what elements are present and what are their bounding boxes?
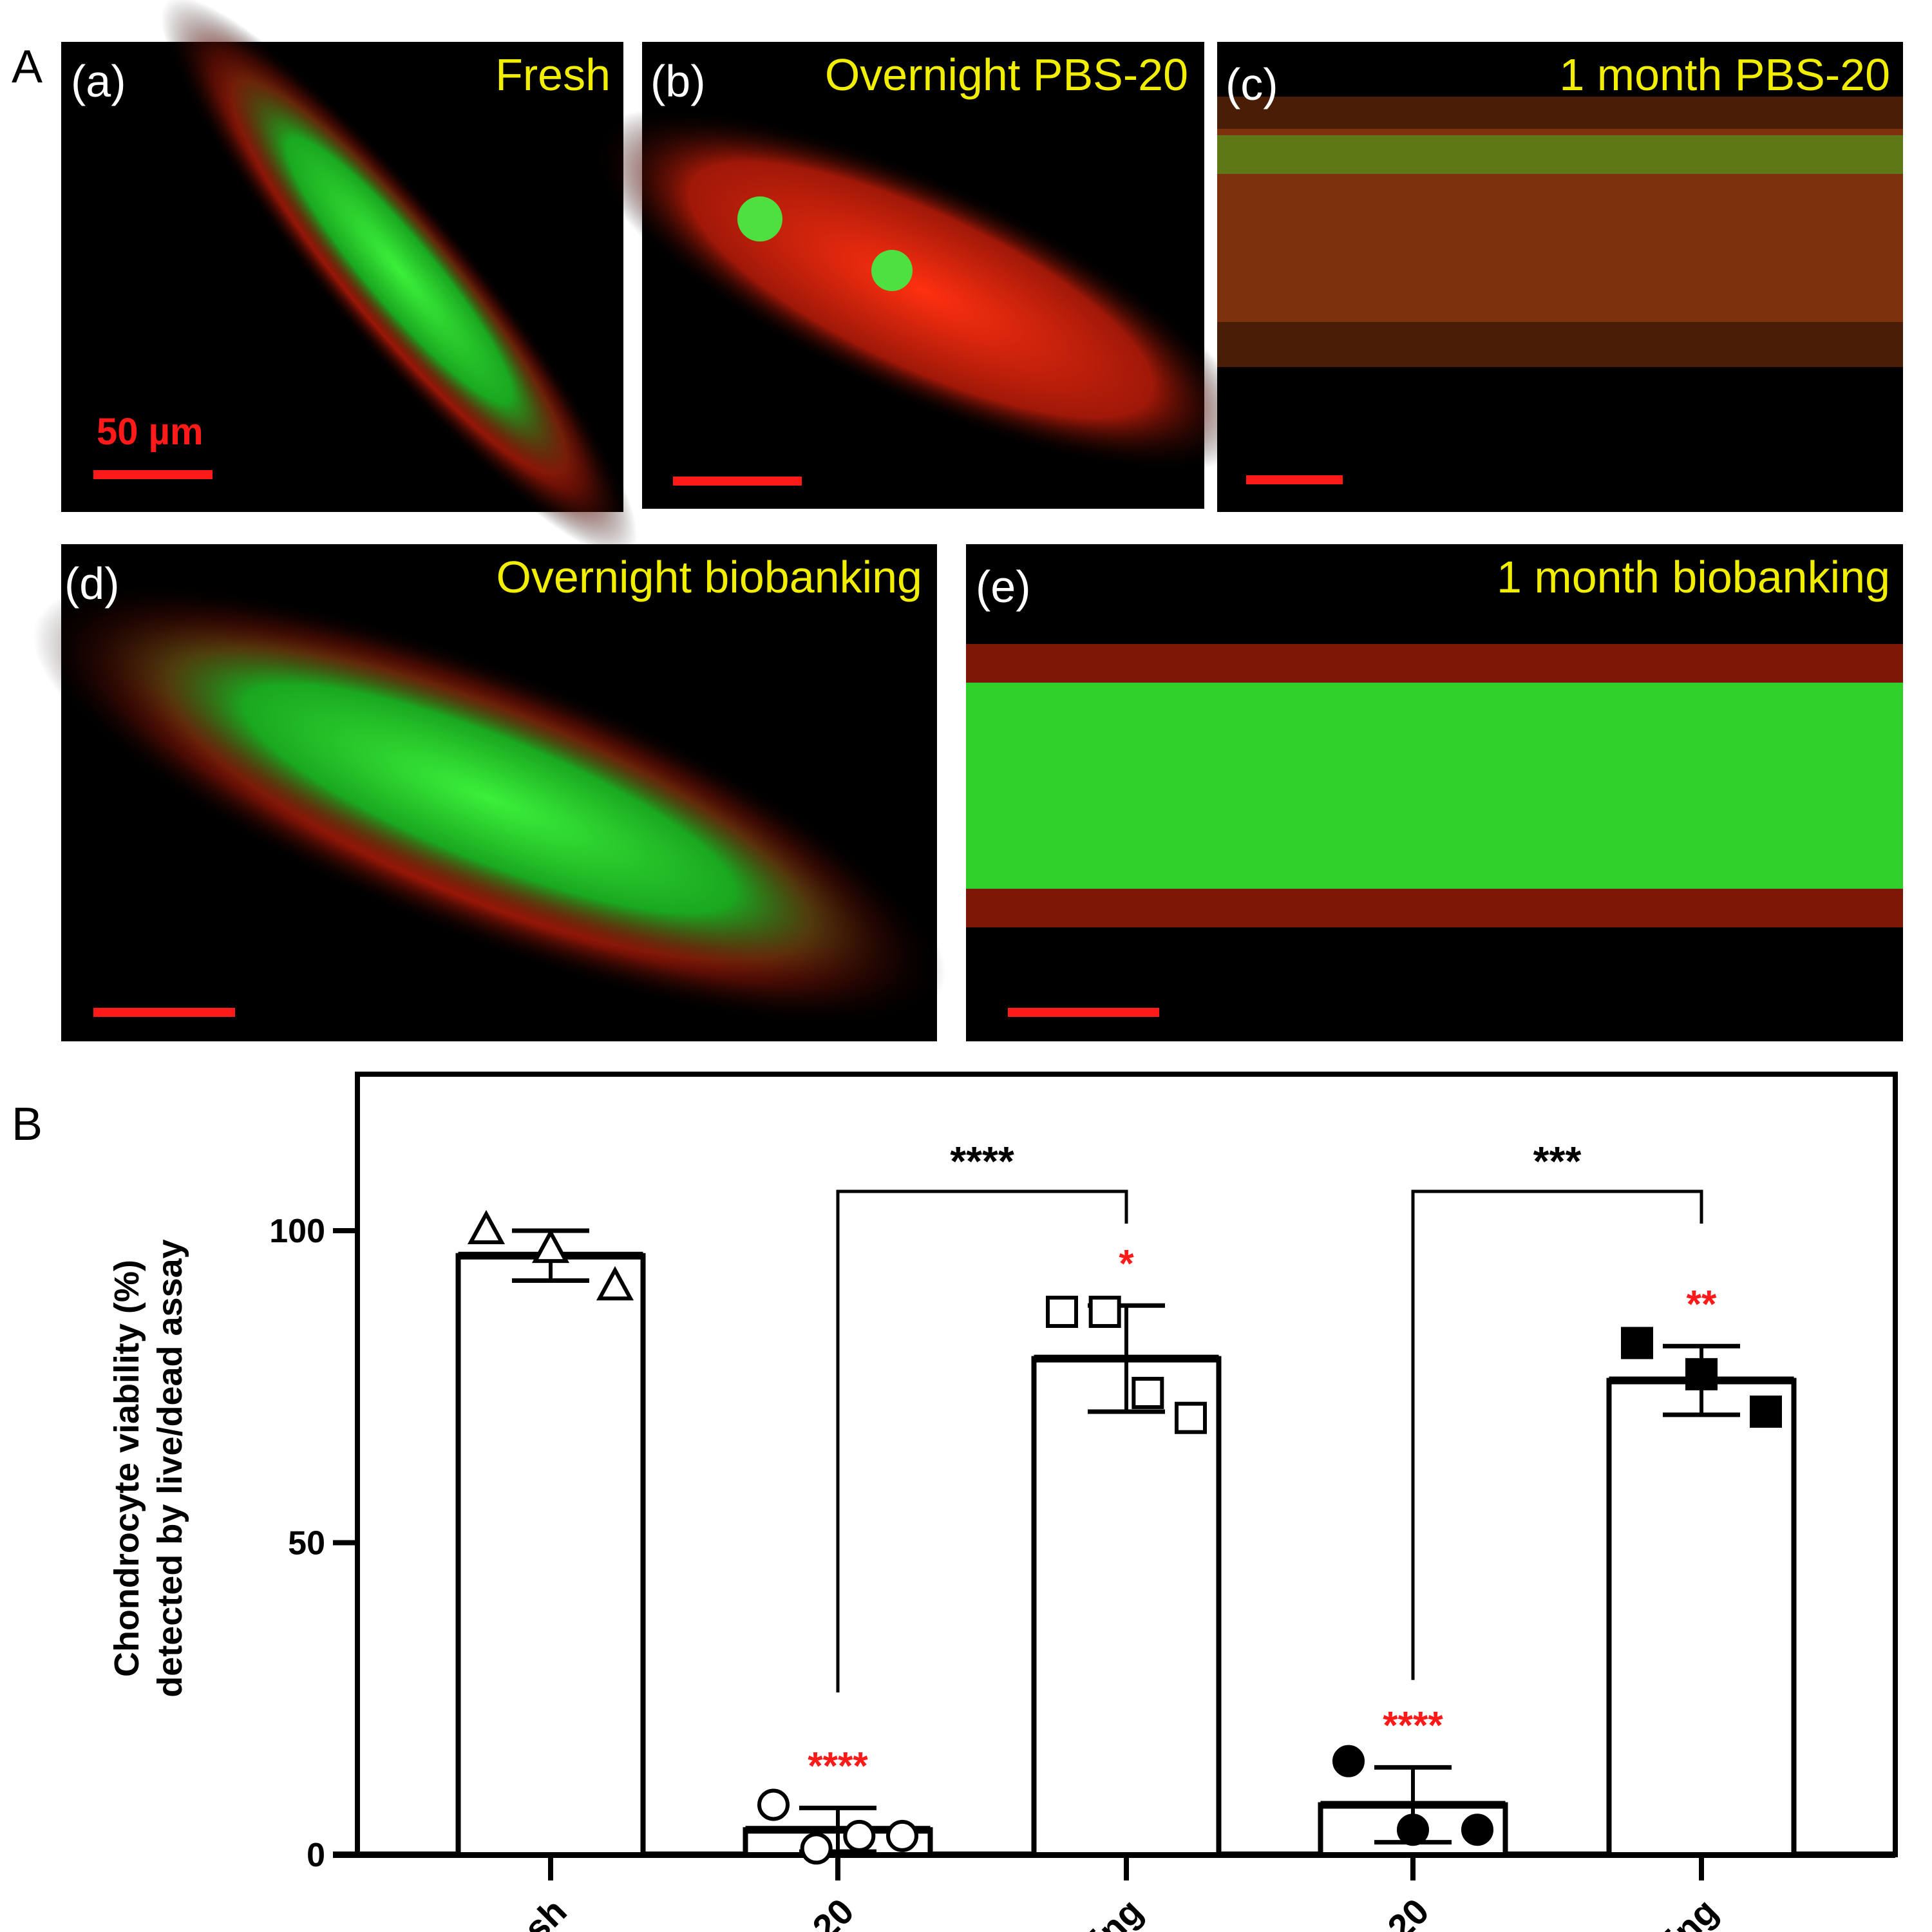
data-point xyxy=(1175,1401,1207,1434)
bar xyxy=(455,1253,646,1857)
significance-marker: * xyxy=(1119,1242,1134,1285)
data-point xyxy=(1685,1358,1718,1390)
data-point xyxy=(531,1228,570,1264)
x-tick-label: 20 xyxy=(1379,1891,1437,1932)
panel-b-label: B xyxy=(12,1099,43,1150)
scale-bar-label: 50 µm xyxy=(97,411,204,453)
data-point xyxy=(757,1788,790,1821)
data-point xyxy=(1088,1295,1121,1328)
comparison-bracket xyxy=(836,1189,1128,1693)
data-point xyxy=(1750,1396,1782,1428)
y-axis-label-line2: detected by live/dead assay xyxy=(151,1239,189,1697)
image-title: 1 month PBS-20 xyxy=(1559,50,1890,100)
scale-bar xyxy=(93,470,213,479)
data-point xyxy=(1332,1745,1365,1777)
significance-marker: **** xyxy=(808,1744,868,1787)
y-tick-label: 100 xyxy=(269,1213,325,1250)
comparison-significance: *** xyxy=(1533,1138,1582,1184)
image-tag: (e) xyxy=(976,562,1031,612)
image-title: 1 month biobanking xyxy=(1497,552,1890,602)
bar xyxy=(1606,1378,1797,1858)
scale-bar xyxy=(673,477,802,486)
data-point xyxy=(1046,1295,1078,1328)
image-tag: (c) xyxy=(1226,59,1278,109)
image-title: Overnight PBS-20 xyxy=(825,50,1188,100)
y-tick-label: 0 xyxy=(307,1837,325,1874)
x-tick-label: sh xyxy=(516,1891,574,1932)
micrograph-a: (a) Fresh 50 µm xyxy=(61,0,638,557)
data-point xyxy=(843,1819,876,1852)
bar-chart: Chondrocyte viability (%) detected by li… xyxy=(108,1072,1898,1932)
image-tag: (b) xyxy=(650,56,706,106)
comparison-significance: **** xyxy=(950,1138,1014,1184)
scale-bar xyxy=(1246,475,1343,484)
panel-a-label: A xyxy=(12,41,43,93)
scale-bar xyxy=(93,1008,235,1017)
data-point xyxy=(1132,1376,1164,1409)
micrograph-b: (b) Overnight PBS-20 xyxy=(591,42,1251,509)
y-axis-label: Chondrocyte viability (%) xyxy=(108,1260,146,1677)
image-tag: (a) xyxy=(71,56,126,106)
data-point xyxy=(886,1819,918,1852)
image-tag: (d) xyxy=(64,558,120,609)
data-point xyxy=(1621,1327,1653,1359)
x-tick-label: 20 xyxy=(804,1891,862,1932)
image-title: Overnight biobanking xyxy=(496,552,922,602)
image-title: Fresh xyxy=(495,50,611,100)
micrograph-e: (e) 1 month biobanking xyxy=(966,544,1903,1041)
data-point xyxy=(467,1209,506,1244)
x-tick-label: ing xyxy=(1083,1891,1150,1932)
scale-bar xyxy=(1008,1008,1159,1017)
data-point xyxy=(596,1265,634,1301)
significance-marker: **** xyxy=(1383,1703,1443,1747)
x-tick-label: ing xyxy=(1658,1891,1725,1932)
data-point xyxy=(1461,1814,1493,1846)
micrograph-d: (d) Overnight biobanking xyxy=(32,544,947,1041)
comparison-bracket xyxy=(1411,1189,1703,1680)
data-point xyxy=(1397,1814,1429,1846)
y-tick-label: 50 xyxy=(288,1525,325,1562)
bar xyxy=(1031,1356,1222,1857)
micrograph-c: (c) 1 month PBS-20 xyxy=(1217,42,1903,512)
significance-marker: ** xyxy=(1687,1282,1717,1325)
data-point xyxy=(800,1832,833,1865)
